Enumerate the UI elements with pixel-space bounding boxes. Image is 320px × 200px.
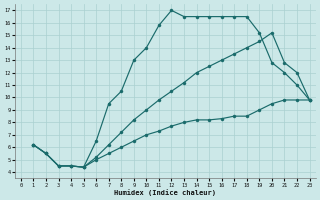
X-axis label: Humidex (Indice chaleur): Humidex (Indice chaleur): [114, 189, 216, 196]
